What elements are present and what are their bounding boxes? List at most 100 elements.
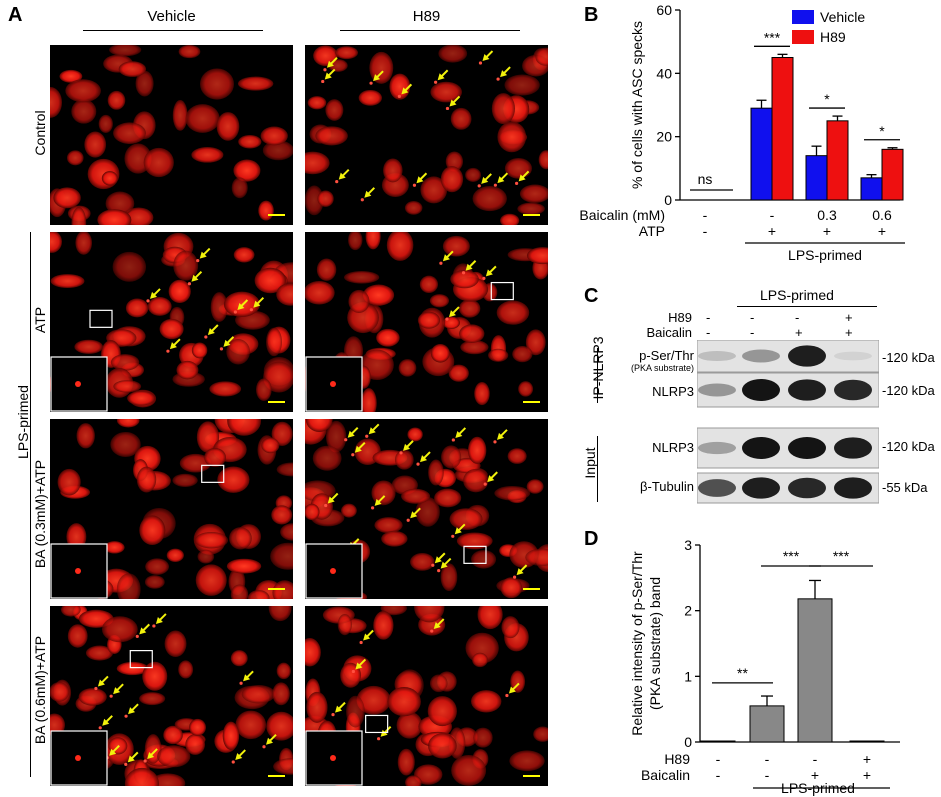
arrow-head [374,498,382,506]
cell [196,421,220,453]
cell [116,573,141,599]
asc-speck [262,745,266,749]
arrow-head [508,686,516,694]
cell [254,267,287,294]
cell [477,606,503,630]
cell [113,380,142,393]
cell [230,584,249,599]
asc-speck [445,317,449,321]
arrow-head [253,300,261,308]
cell [428,733,457,759]
lps-primed-bracket [30,232,31,777]
cell [307,96,327,110]
blot-band [834,351,872,361]
cell [383,158,403,183]
cell [337,613,352,636]
row-label-ba-06: BA (0.6mM)+ATP [32,635,48,745]
cell [200,68,234,100]
speck-arrow [354,442,366,453]
blot-sign: - [706,325,711,340]
asc-speck [321,79,325,84]
cell [429,674,448,693]
blot-band [742,379,780,401]
y-axis-label: Relative intensity of p-Ser/Thr (PKA subs… [629,551,663,736]
cell [112,251,147,282]
asc-speck [109,694,113,698]
condition-value: 0.3 [817,207,837,223]
cell [427,696,457,727]
asc-speck [451,438,455,442]
cell [497,121,527,153]
cell [65,79,101,103]
cell [101,171,118,186]
arrow-head [150,291,158,299]
arrow-head [324,72,332,80]
cell [341,503,357,518]
condition-value: + [863,767,871,783]
cell [166,548,184,562]
speck-arrow [401,83,413,95]
cell [237,76,274,91]
asc-speck [124,762,128,766]
cell [397,748,415,776]
significance-label: * [824,91,830,107]
cell [526,247,548,265]
cell [85,645,114,661]
arrow-head [128,707,136,715]
arrow-head [127,755,135,763]
group-label: LPS-primed [781,780,855,796]
cell [74,339,104,354]
cell [185,104,220,133]
bar [805,155,828,201]
speck-arrow [497,172,509,184]
inset-selection-box [89,309,113,328]
cell [386,232,414,261]
cell [428,459,444,486]
asc-speck [360,198,364,202]
cell [109,45,142,57]
asc-speck [351,453,355,457]
cell [110,354,140,371]
blot-band [698,479,736,497]
cell [374,517,403,534]
band-size-nlrp3-ip: -120 kDa [882,383,935,398]
cell [266,327,283,357]
speck-arrow [496,429,508,440]
condition-value: - [716,751,721,767]
cell [135,70,154,97]
cell [538,150,548,170]
cell [216,112,240,141]
condition-value: - [703,223,708,239]
speck-arrow [243,670,254,682]
y-tick-label: 60 [656,2,672,18]
asc-speck [231,760,235,764]
speck-arrow [500,66,511,78]
speck-arrow [403,440,414,451]
arrow-head [448,310,456,318]
cell [178,45,201,59]
cell [147,296,172,316]
micrograph-canvas [305,232,548,412]
cell [398,359,417,377]
cell [139,515,166,546]
cell [60,606,81,617]
arrow-head [380,729,388,737]
arrow-head [191,274,199,282]
arrow-head [516,568,524,576]
condition-value: - [770,207,775,223]
speck-arrow [147,748,158,759]
band-label-nlrp3-ip: NLRP3 [652,384,694,399]
cell [50,274,85,288]
significance-label: *** [833,548,850,564]
arrow-head [335,705,343,713]
cell [178,660,194,679]
cell [450,270,479,289]
cell [410,552,435,571]
arrow-head [401,87,409,95]
speck-arrow [434,552,446,564]
cell [262,140,293,161]
speck-arrow [363,629,374,641]
row-label-atp: ATP [32,306,48,334]
cell [266,711,293,741]
asc-speck [439,261,443,265]
